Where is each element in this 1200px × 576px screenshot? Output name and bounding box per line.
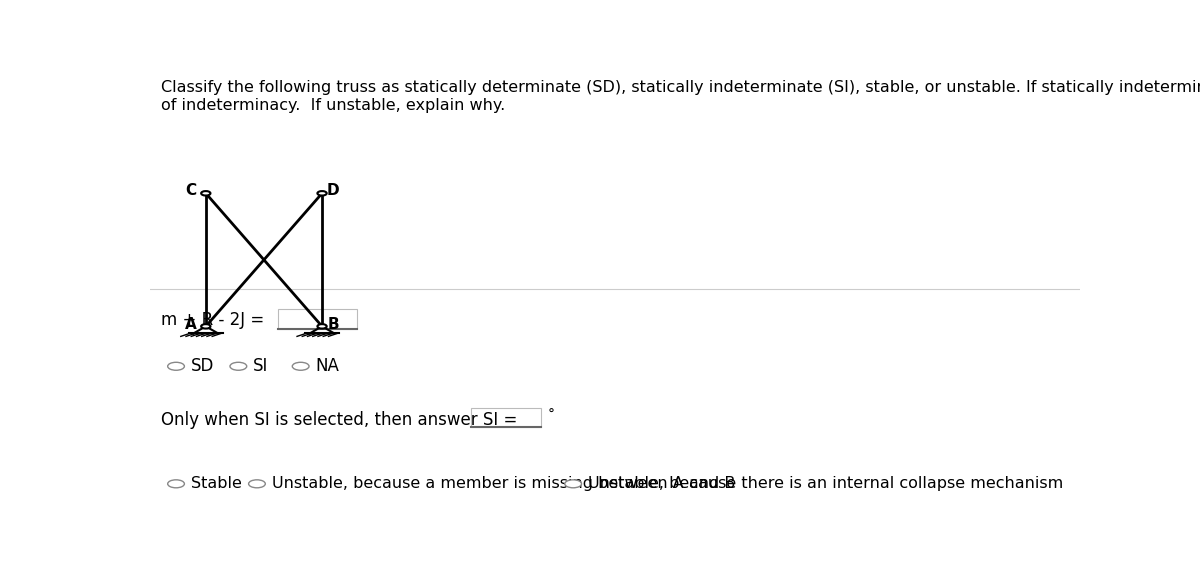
Text: Stable: Stable xyxy=(191,476,241,491)
Text: Unstable, because a member is missing between A and B: Unstable, because a member is missing be… xyxy=(272,476,736,491)
Circle shape xyxy=(565,480,582,488)
Text: B: B xyxy=(328,317,340,332)
Circle shape xyxy=(318,191,326,195)
Circle shape xyxy=(168,480,185,488)
Circle shape xyxy=(230,362,247,370)
Text: A: A xyxy=(185,317,197,332)
Text: D: D xyxy=(326,183,340,198)
Text: of indeterminacy.  If unstable, explain why.: of indeterminacy. If unstable, explain w… xyxy=(161,98,505,113)
Bar xyxy=(278,309,358,328)
Text: Classify the following truss as statically determinate (SD), statically indeterm: Classify the following truss as statical… xyxy=(161,80,1200,95)
Bar xyxy=(470,408,541,427)
Circle shape xyxy=(202,324,210,328)
Text: C: C xyxy=(185,183,197,198)
Text: SI: SI xyxy=(253,357,269,376)
Circle shape xyxy=(318,324,326,328)
Text: m + R - 2J =: m + R - 2J = xyxy=(161,310,264,329)
Text: Only when SI is selected, then answer SI =: Only when SI is selected, then answer SI… xyxy=(161,411,517,429)
Text: NA: NA xyxy=(316,357,340,376)
Text: SD: SD xyxy=(191,357,215,376)
Circle shape xyxy=(202,191,210,195)
Circle shape xyxy=(293,362,310,370)
Circle shape xyxy=(248,480,265,488)
Circle shape xyxy=(168,362,185,370)
Text: °: ° xyxy=(548,408,556,422)
Text: Unstable, because there is an internal collapse mechanism: Unstable, because there is an internal c… xyxy=(588,476,1063,491)
